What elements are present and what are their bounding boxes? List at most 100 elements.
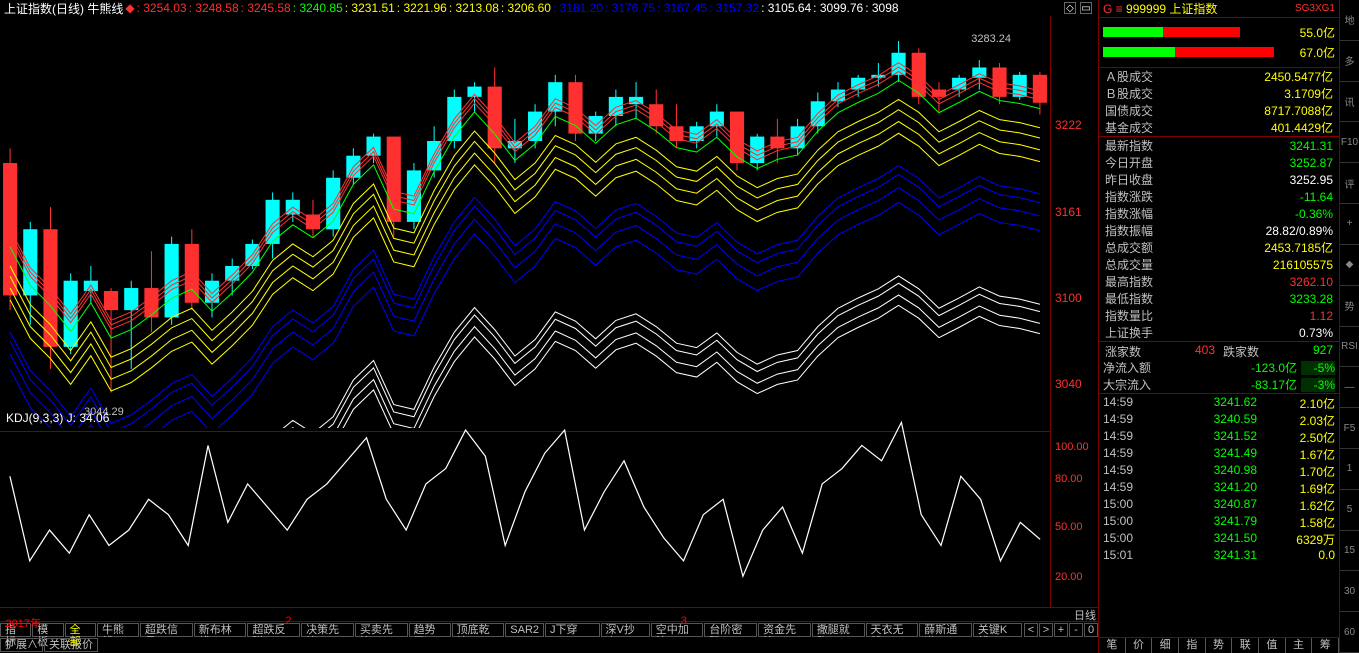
price-label: 3161	[1055, 205, 1082, 219]
toolbar-icon[interactable]: 60	[1340, 612, 1359, 653]
toolbar-icon[interactable]: 5	[1340, 490, 1359, 531]
kdj-chart[interactable]: KDJ(9,3,3) J: 34.06 100.00 80.00 50.00 20.0…	[0, 407, 1098, 607]
turnover-table: Ａ股成交2450.5477亿Ｂ股成交3.1709亿国债成交8717.7088亿基…	[1099, 68, 1339, 137]
toolbar-icon[interactable]: 多	[1340, 41, 1359, 82]
indicator-tab[interactable]: 买卖先锋	[355, 623, 408, 637]
indicator-tab[interactable]: 空中加油	[651, 623, 704, 637]
bottom-tabs: 扩展∧关联报价	[0, 637, 1098, 653]
indicator-tab[interactable]: 台阶密码	[704, 623, 757, 637]
ma-value: : 3176.75	[605, 1, 655, 15]
toolbar-icon[interactable]: 势	[1340, 286, 1359, 327]
toolbar-icon[interactable]: 1	[1340, 449, 1359, 490]
tick-list: 14:593241.622.10亿14:593240.592.03亿 14:593…	[1099, 394, 1339, 637]
up-count: 403	[1195, 343, 1215, 358]
stock-code: 999999	[1126, 2, 1166, 16]
toolbar-icon[interactable]: 评	[1340, 163, 1359, 204]
tick-row: 15:003240.871.62亿	[1099, 496, 1339, 513]
stat-row: 指数涨幅-0.36%	[1099, 205, 1339, 222]
toolbar-icon[interactable]: 讯	[1340, 82, 1359, 123]
toolbar-icon[interactable]: F5	[1340, 408, 1359, 449]
stat-row: 上证换手0.73%	[1099, 324, 1339, 341]
nav-btn[interactable]: +	[1054, 623, 1068, 637]
indicator-tab[interactable]: 超跌反弹	[247, 623, 300, 637]
indicator-tab[interactable]: 薛斯通道	[919, 623, 972, 637]
menu-icon[interactable]: ◇	[1064, 2, 1076, 14]
settings-icon[interactable]: ▭	[1080, 2, 1092, 14]
stat-row: 国债成交8717.7088亿	[1099, 102, 1339, 119]
stat-row: Ｂ股成交3.1709亿	[1099, 85, 1339, 102]
stat-row: 最高指数3262.10	[1099, 273, 1339, 290]
indicator-tab[interactable]: 趋势王	[409, 623, 451, 637]
sidebar-tab[interactable]: 主	[1286, 638, 1313, 653]
flow-row: 净流入额-123.0亿-5%	[1099, 359, 1339, 376]
indicator-tab[interactable]: 顶底乾坤	[452, 623, 505, 637]
indicator-tab[interactable]: 新布林线	[194, 623, 247, 637]
tick-row: 15:003241.506329万	[1099, 530, 1339, 547]
toolbar-icon[interactable]: +	[1340, 204, 1359, 245]
price-label: 3040	[1055, 377, 1082, 391]
nav-btn[interactable]: >	[1039, 623, 1053, 637]
tick-row: 15:003241.791.58亿	[1099, 513, 1339, 530]
indicator-tab[interactable]: 深V抄底	[601, 623, 650, 637]
tick-row: 14:593240.592.03亿	[1099, 411, 1339, 428]
toolbar-icon[interactable]: 15	[1340, 531, 1359, 572]
stock-name: 上证指数	[1169, 2, 1217, 16]
ma-value: : 3245.58	[241, 1, 291, 15]
ma-value: : 3213.08	[449, 1, 499, 15]
indicator-tab[interactable]: J下穿100	[545, 623, 600, 637]
toolbar-icon[interactable]: 地	[1340, 0, 1359, 41]
g-label: G ≡	[1103, 2, 1123, 16]
kdj-axis-label: 50.00	[1055, 521, 1083, 533]
indicator-tab[interactable]: 资金先锋	[758, 623, 811, 637]
indicator-tab[interactable]: 天衣无缝	[866, 623, 919, 637]
nav-btn[interactable]: -	[1069, 623, 1083, 637]
tick-row: 14:593241.491.67亿	[1099, 445, 1339, 462]
tick-row: 14:593241.622.10亿	[1099, 394, 1339, 411]
ma-value: : 3098	[865, 1, 898, 15]
kdj-label: KDJ(9,3,3) J: 34.06	[6, 411, 109, 425]
toolbar-icon[interactable]: 30	[1340, 571, 1359, 612]
toolbar-icon[interactable]: —	[1340, 367, 1359, 408]
sidebar-tab[interactable]: 筹	[1312, 638, 1339, 653]
indicator-tabs: 指标模板 全部 牛熊线超跌信号新布林线超跌反弹决策先锋买卖先锋趋势王顶底乾坤SA…	[0, 621, 1098, 637]
sidebar-tab[interactable]: 值	[1259, 638, 1286, 653]
sidebar-tab[interactable]: 细	[1152, 638, 1179, 653]
bottom-tab[interactable]: 关联报价	[44, 638, 98, 652]
indicator-tab[interactable]: 撒腿就跑	[812, 623, 865, 637]
sidebar-header: G ≡ 999999 上证指数 SG3XG1	[1099, 0, 1339, 18]
tab-all[interactable]: 全部	[65, 623, 97, 637]
nav-btn[interactable]: <	[1024, 623, 1038, 637]
stat-row: 指数量比1.12	[1099, 307, 1339, 324]
indicator-tab[interactable]: 决策先锋	[301, 623, 354, 637]
indicator-tab[interactable]: 牛熊线	[97, 623, 139, 637]
indicator-tab[interactable]: SAR2	[505, 623, 544, 637]
indicator-tab[interactable]: 关键K线	[973, 623, 1022, 637]
stat-row: 昨日收盘3252.95	[1099, 171, 1339, 188]
toolbar-icon[interactable]: RSI	[1340, 327, 1359, 368]
flow-row: 大宗流入-83.17亿-3%	[1099, 376, 1339, 393]
time-axis-label: 2	[285, 615, 291, 627]
sidebar: G ≡ 999999 上证指数 SG3XG1 55.0亿67.0亿 Ａ股成交24…	[1099, 0, 1339, 653]
right-icon-bar: 地多讯F10评+◆势RSI—F515153060	[1339, 0, 1359, 653]
tick-row: 14:593240.981.70亿	[1099, 462, 1339, 479]
kdj-axis-label: 80.00	[1055, 473, 1083, 485]
ma-value: : 3231.51	[345, 1, 395, 15]
indicator-tab[interactable]: 超跌信号	[140, 623, 193, 637]
stat-row: 指数涨跌-11.64	[1099, 188, 1339, 205]
kdj-axis-label: 20.00	[1055, 571, 1083, 583]
bottom-tab[interactable]: 扩展∧	[0, 638, 43, 652]
stat-row: Ａ股成交2450.5477亿	[1099, 68, 1339, 85]
nav-btn[interactable]: 0	[1084, 623, 1098, 637]
candlestick-chart[interactable]: 3283.243044.29	[0, 16, 1050, 432]
kdj-axis-label: 100.00	[1055, 441, 1089, 453]
sidebar-tab[interactable]: 指	[1179, 638, 1206, 653]
sidebar-tab[interactable]: 价	[1126, 638, 1153, 653]
up-down-row: 涨家数 403 跌家数 927	[1099, 342, 1339, 359]
toolbar-icon[interactable]: ◆	[1340, 245, 1359, 286]
sidebar-tab[interactable]: 笔	[1099, 638, 1126, 653]
stat-row: 总成交量216105575	[1099, 256, 1339, 273]
stat-row: 最新指数3241.31	[1099, 137, 1339, 154]
toolbar-icon[interactable]: F10	[1340, 122, 1359, 163]
sidebar-tab[interactable]: 势	[1206, 638, 1233, 653]
sidebar-tab[interactable]: 联	[1232, 638, 1259, 653]
